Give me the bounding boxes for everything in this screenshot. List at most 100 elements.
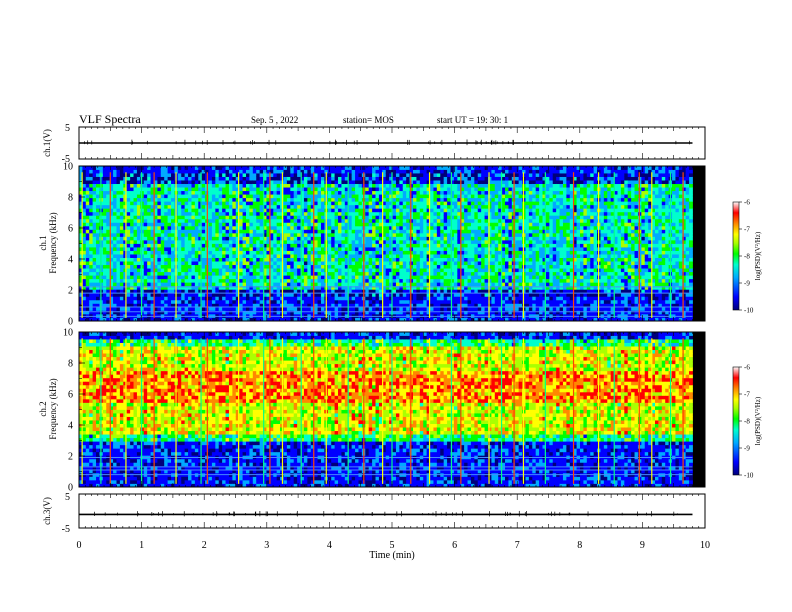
spectrogram-cell — [256, 254, 261, 258]
spectrogram-cell — [338, 275, 342, 280]
spectrogram-cell — [341, 264, 346, 269]
spectrogram-cell — [116, 222, 121, 227]
spectrogram-cell — [310, 261, 315, 266]
spectrogram-cell — [276, 173, 281, 177]
spectrogram-cell — [259, 183, 264, 188]
spectrogram-cell — [222, 197, 226, 202]
spectrogram-cell — [303, 215, 308, 220]
spectrogram-cell — [341, 278, 346, 283]
spectrogram-cell — [290, 299, 295, 304]
spectrogram-cell — [235, 303, 240, 308]
spectrogram-cell — [235, 282, 240, 287]
spectrogram-cell — [133, 211, 138, 216]
spectrogram-cell — [314, 201, 318, 206]
spectrogram-cell — [133, 296, 138, 301]
spectrogram-cell — [160, 183, 165, 188]
spectrogram-cell — [113, 187, 117, 192]
spectrogram-cell — [378, 289, 383, 294]
spectrogram-cell — [436, 236, 441, 241]
spectrogram-cell — [116, 166, 121, 170]
spectrogram-cell — [150, 310, 155, 315]
spectrogram-cell — [177, 268, 182, 273]
spectrogram-cell — [181, 257, 186, 262]
spectrogram-cell — [341, 183, 346, 188]
spectrogram-cell — [358, 282, 363, 287]
spectrogram-cell — [153, 247, 158, 251]
spectrogram-cell — [235, 243, 240, 248]
spectrogram-cell — [416, 271, 421, 276]
spectrogram-cell — [201, 282, 206, 287]
spectrogram-cell — [382, 166, 387, 170]
spectrogram-cell — [235, 190, 240, 195]
spectrogram-cell — [365, 208, 370, 213]
spectrogram-cell — [252, 169, 257, 174]
spectrogram-cell — [82, 250, 87, 255]
spectrogram-cell — [150, 268, 155, 273]
spectrogram-cell — [160, 292, 165, 297]
spectrogram-cell — [194, 239, 199, 244]
spectrogram-cell — [225, 180, 230, 185]
spectrogram-cell — [297, 264, 301, 269]
spectrogram-cell — [228, 190, 233, 195]
spectrogram-cell — [266, 201, 271, 206]
spectrogram-cell — [297, 218, 301, 223]
spectrogram-cell — [222, 176, 226, 181]
spectrogram-cell — [395, 243, 400, 248]
spectrogram-cell — [150, 187, 155, 192]
spectrogram-cell — [126, 208, 131, 213]
spectrogram-cell — [160, 187, 165, 192]
spectrogram-cell — [402, 289, 407, 294]
spectrogram-cell — [406, 229, 410, 234]
spectrogram-cell — [338, 310, 342, 315]
spectrogram-cell — [218, 183, 223, 188]
spectrogram-cell — [395, 197, 400, 202]
spectrogram-cell — [123, 254, 128, 258]
spectrogram-cell — [147, 296, 151, 301]
spectrogram-cell — [259, 194, 264, 199]
spectrogram-cell — [300, 310, 305, 315]
spectrogram-cell — [113, 218, 117, 223]
spectrogram-cell — [225, 201, 230, 206]
spectrogram-cell — [249, 250, 254, 255]
spectrogram-cell — [102, 299, 107, 304]
spectrogram-cell — [99, 169, 104, 174]
spectrogram-cell — [82, 254, 87, 258]
spectrogram-cell — [433, 222, 438, 227]
spectrogram-cell — [133, 194, 138, 199]
spectrogram-cell — [320, 232, 325, 237]
spectrogram-cell — [436, 247, 441, 251]
spectrogram-cell — [215, 208, 220, 213]
spectrogram-cell — [283, 296, 288, 301]
spectrogram-cell — [320, 257, 325, 262]
spectrogram-cell — [198, 292, 203, 297]
spectrogram-cell — [419, 306, 424, 311]
spectrogram-cell — [385, 261, 390, 266]
spectrogram-cell — [409, 194, 414, 199]
spectrogram-cell — [249, 278, 254, 283]
spectrogram-cell — [228, 317, 233, 321]
spectrogram-cell — [320, 264, 325, 269]
spectrogram-cell — [184, 289, 189, 294]
spectrogram-cell — [191, 169, 196, 174]
spectrogram-cell — [430, 166, 434, 170]
spectrogram-cell — [317, 208, 322, 213]
spectrogram-cell — [303, 292, 308, 297]
spectrogram-cell — [430, 197, 434, 202]
spectrogram-cell — [191, 211, 196, 216]
spectrogram-cell — [419, 225, 424, 230]
spectrogram-cell — [385, 243, 390, 248]
spectrogram-cell — [130, 166, 134, 170]
spectrogram-cell — [215, 236, 220, 241]
spectrogram-cell — [256, 183, 261, 188]
spectrogram-cell — [375, 229, 380, 234]
spectrogram-cell — [181, 194, 186, 199]
spectrogram-cell — [211, 201, 216, 206]
spectrogram-cell — [177, 215, 182, 220]
spectrogram-cell — [89, 254, 94, 258]
spectrogram-cell — [235, 278, 240, 283]
spectrogram-cell — [246, 190, 250, 195]
spectrogram-cell — [79, 208, 83, 213]
spectrogram-cell — [126, 296, 131, 301]
spectrogram-cell — [293, 173, 298, 177]
spectrogram-cell — [102, 236, 107, 241]
